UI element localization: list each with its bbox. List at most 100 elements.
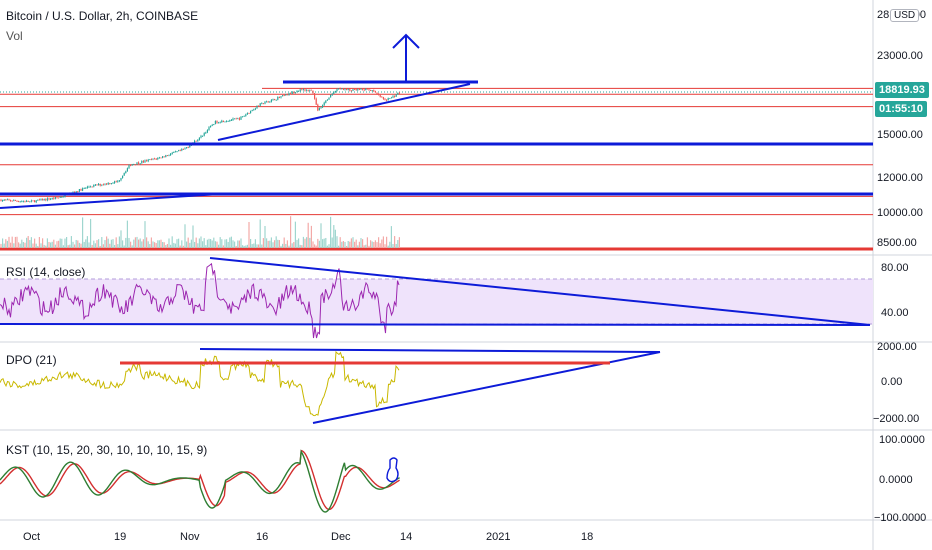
candle-body <box>5 199 7 201</box>
volume-bar <box>54 244 56 248</box>
price-axis-labels: 28 000.00 23000.00 15000.00 12000.00 100… <box>873 9 926 524</box>
candle-body <box>330 94 332 98</box>
dpo-label[interactable]: DPO (21) <box>6 353 57 367</box>
candle-body <box>3 199 5 201</box>
volume-bar <box>118 236 120 248</box>
volume-bar <box>62 245 64 248</box>
candle-body <box>392 96 394 98</box>
volume-bar <box>122 240 124 248</box>
candle-body <box>178 150 180 152</box>
candle-body <box>258 105 260 107</box>
dpo-tick-2000: 2000.00 <box>877 341 917 353</box>
volume-bar <box>16 236 18 248</box>
candle-body <box>238 118 240 120</box>
support-lines <box>0 87 873 251</box>
volume-bar <box>304 238 306 248</box>
arrow-head-icon <box>392 33 420 49</box>
volume-bar <box>208 238 210 248</box>
volume-bar <box>213 237 215 248</box>
candle-body <box>149 159 151 161</box>
candle-body <box>240 116 242 120</box>
candle-body <box>64 194 66 197</box>
candle-body <box>352 89 354 91</box>
volume-bar <box>309 237 311 248</box>
volume-bar <box>368 245 370 248</box>
volume-bar <box>283 237 285 248</box>
candle-body <box>82 188 84 191</box>
volume-bar <box>275 236 277 248</box>
candle-body <box>189 145 191 148</box>
candle-body <box>123 173 125 176</box>
volume-bar <box>330 216 332 248</box>
candle-body <box>373 90 375 92</box>
candle-body <box>42 199 44 201</box>
kst-label[interactable]: KST (10, 15, 20, 30, 10, 10, 10, 15, 9) <box>6 443 208 457</box>
candle-body <box>210 125 212 128</box>
time-label-19: 19 <box>114 531 126 543</box>
trendline <box>0 193 221 209</box>
volume-bar <box>206 239 208 248</box>
last-price-pill: 18819.93 <box>875 82 929 98</box>
volume-bar <box>264 225 266 248</box>
volume-bar <box>259 219 261 248</box>
candle-body <box>384 98 386 100</box>
candle-body <box>398 92 400 94</box>
volume-bar <box>302 236 304 248</box>
candle-body <box>275 99 277 101</box>
volume-label[interactable]: Vol <box>6 29 23 43</box>
volume-bar <box>310 225 312 248</box>
candle-body <box>288 93 290 96</box>
rsi-support-line <box>0 323 871 326</box>
volume-bar <box>64 238 66 248</box>
volume-bar <box>339 237 341 248</box>
candle-body <box>306 89 308 91</box>
volume-bar <box>270 237 272 248</box>
volume-bar <box>286 240 288 248</box>
candle-body <box>322 105 324 108</box>
candle-body <box>270 99 272 102</box>
volume-bar <box>27 236 29 248</box>
volume-bar <box>74 244 76 248</box>
candle-body <box>72 192 74 193</box>
candle-body <box>205 132 207 134</box>
rsi-trendline <box>209 257 871 326</box>
volume-bars <box>0 216 400 248</box>
candle-body <box>230 120 232 121</box>
volume-bar <box>112 239 114 248</box>
volume-bar <box>11 236 13 248</box>
candle-body <box>48 198 50 200</box>
volume-bar <box>397 240 399 248</box>
candle-body <box>259 103 261 106</box>
volume-bar <box>344 241 346 248</box>
candle-body <box>74 192 76 193</box>
rsi-label[interactable]: RSI (14, close) <box>6 265 86 279</box>
candle-body <box>298 90 300 92</box>
volume-bar <box>338 245 340 248</box>
candle-body <box>2 200 4 202</box>
candle-body <box>53 197 55 199</box>
time-label-18: 18 <box>581 531 593 543</box>
volume-bar <box>166 243 168 248</box>
candle-body <box>198 137 200 140</box>
candle-body <box>366 88 368 90</box>
volume-bar <box>195 237 197 248</box>
volume-bar <box>130 241 132 248</box>
volume-bar <box>374 240 376 248</box>
volume-bar <box>293 242 295 248</box>
volume-bar <box>146 237 148 248</box>
candle-body <box>112 182 114 184</box>
symbol-title[interactable]: Bitcoin / U.S. Dollar, 2h, COINBASE <box>6 9 199 23</box>
trendline-drawings[interactable] <box>0 33 873 483</box>
volume-bar <box>349 241 351 248</box>
currency-badge[interactable]: USD <box>890 9 920 22</box>
volume-bar <box>56 241 58 248</box>
volume-bar <box>10 242 12 248</box>
volume-bar <box>123 245 125 248</box>
candle-body <box>85 187 87 189</box>
candle-body <box>245 114 247 116</box>
volume-bar <box>182 245 184 248</box>
time-axis[interactable]: Oct 19 Nov 16 Dec 14 2021 18 <box>23 531 593 543</box>
candle-body <box>256 105 258 109</box>
volume-bar <box>154 242 156 248</box>
